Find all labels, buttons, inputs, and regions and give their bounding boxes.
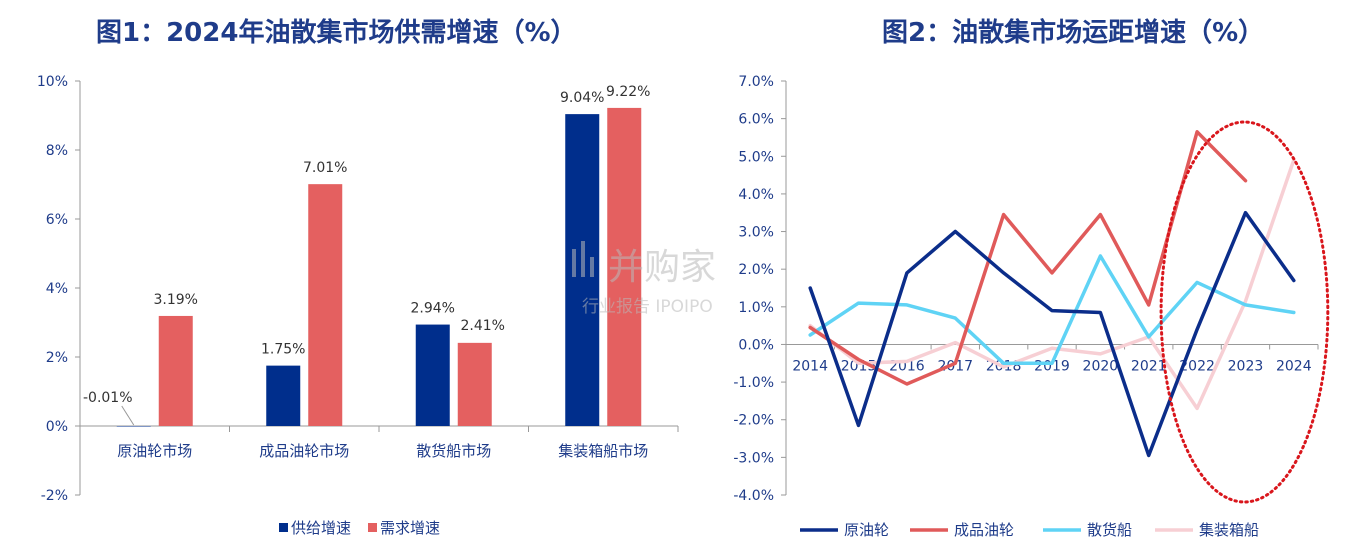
y-tick-label: 2% — [46, 350, 68, 366]
data-label-supply: 9.04% — [560, 90, 604, 106]
data-label-supply: 2.94% — [411, 301, 455, 317]
x-tick-label: 2014 — [792, 358, 828, 374]
watermark-logo-bar — [572, 249, 576, 277]
chart2-title: 图2：油散集市场运距增速（%） — [882, 18, 1265, 48]
y-tick-label: 8% — [46, 143, 68, 159]
legend-label-2: 散货船 — [1087, 521, 1132, 539]
legend-label-3: 集装箱船 — [1199, 521, 1259, 539]
y-tick-label: 6.0% — [738, 112, 774, 128]
legend-swatch-supply — [279, 523, 288, 532]
legend-swatch-demand — [368, 523, 377, 532]
bar-supply — [415, 324, 450, 426]
y-tick-label: -4.0% — [733, 488, 774, 504]
y-tick-label: 4% — [46, 281, 68, 297]
bar-supply — [266, 365, 301, 426]
data-label-leader — [121, 405, 135, 426]
series-line-0 — [808, 210, 1296, 458]
y-tick-label: -2.0% — [733, 413, 774, 429]
chart1-title: 图1：2024年油散集市场供需增速（%） — [96, 18, 577, 48]
bar-demand — [308, 184, 343, 426]
data-label-demand: 9.22% — [606, 84, 650, 100]
data-label-supply: 1.75% — [261, 342, 305, 358]
y-tick-label: -2% — [41, 488, 68, 504]
watermark-logo-bar — [581, 241, 585, 277]
legend-label-supply: 供给增速 — [291, 519, 351, 537]
x-category-label: 原油轮市场 — [117, 442, 192, 460]
legend-label-0: 原油轮 — [844, 521, 889, 539]
x-category-label: 散货船市场 — [416, 442, 491, 460]
x-tick-label: 2021 — [1131, 358, 1167, 374]
y-tick-label: 3.0% — [738, 225, 774, 241]
y-tick-label: 1.0% — [738, 300, 774, 316]
y-tick-label: 5.0% — [738, 149, 774, 165]
watermark-brand: 并购家 — [608, 247, 716, 288]
data-label-demand: 7.01% — [303, 160, 347, 176]
watermark-logo-bar — [590, 257, 594, 277]
y-tick-label: -1.0% — [733, 375, 774, 391]
highlight-ellipse — [1159, 120, 1330, 504]
y-tick-label: 0.0% — [738, 337, 774, 353]
y-tick-label: 0% — [46, 419, 68, 435]
legend-label-1: 成品油轮 — [954, 521, 1014, 539]
legend-label-demand: 需求增速 — [380, 519, 440, 537]
bar-demand — [607, 107, 642, 426]
y-tick-label: 4.0% — [738, 187, 774, 203]
data-label-supply: -0.01% — [83, 390, 133, 406]
x-category-label: 成品油轮市场 — [259, 442, 349, 460]
x-tick-label: 2024 — [1276, 358, 1312, 374]
y-tick-label: 10% — [37, 74, 68, 90]
x-tick-label: 2020 — [1083, 358, 1119, 374]
watermark-caption: 行业报告 IPOIPO — [582, 297, 713, 317]
series-line-3 — [808, 158, 1296, 411]
y-tick-label: 2.0% — [738, 262, 774, 278]
x-tick-label: 2023 — [1228, 358, 1264, 374]
bar-demand — [457, 342, 492, 426]
y-tick-label: 7.0% — [738, 74, 774, 90]
y-tick-label: -3.0% — [733, 450, 774, 466]
x-tick-label: 2022 — [1179, 358, 1215, 374]
bar-demand — [158, 315, 193, 426]
x-tick-label: 2017 — [937, 358, 973, 374]
data-label-demand: 2.41% — [461, 318, 505, 334]
y-tick-label: 6% — [46, 212, 68, 228]
data-label-demand: 3.19% — [154, 292, 198, 308]
bar-supply — [116, 426, 151, 427]
x-category-label: 集装箱船市场 — [558, 442, 648, 460]
